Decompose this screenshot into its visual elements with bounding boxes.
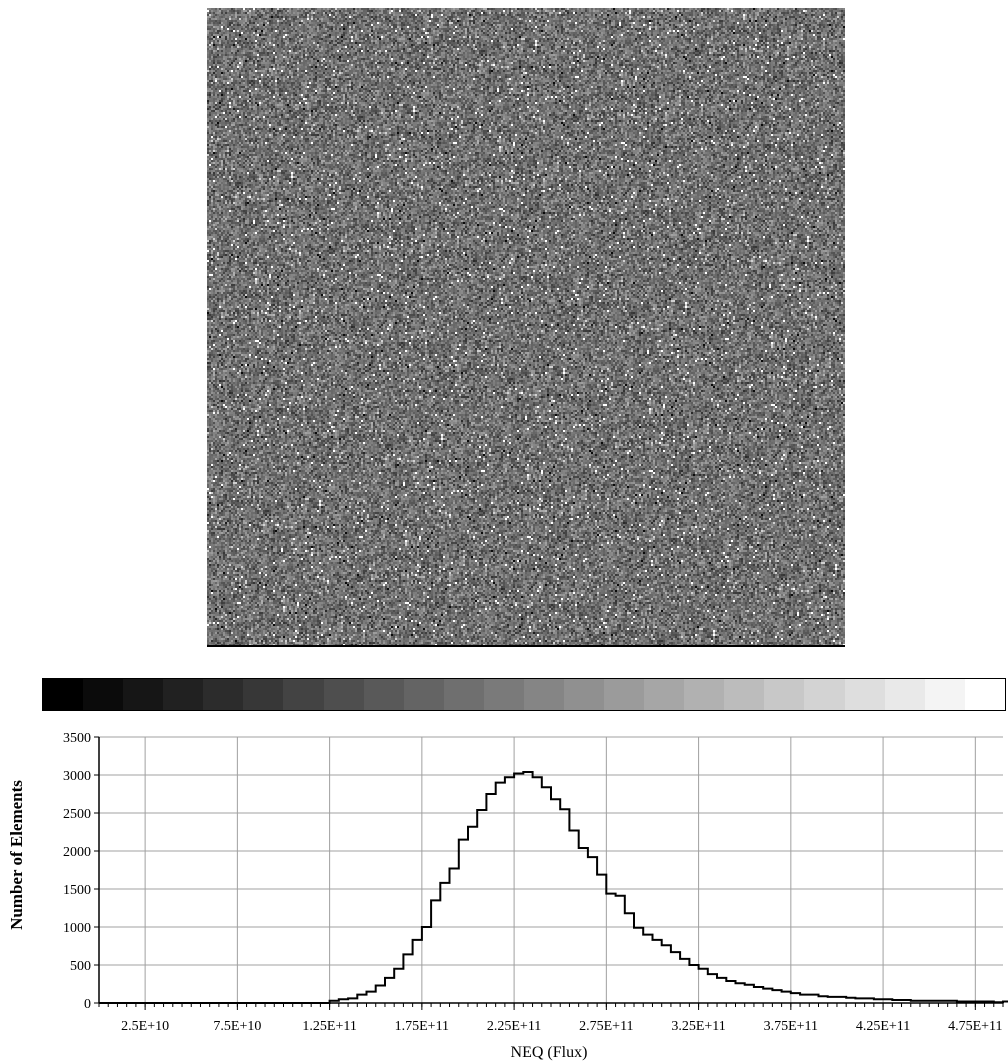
colorbar-segment <box>884 679 925 710</box>
y-tick-label: 2500 <box>63 807 91 822</box>
histogram-series <box>99 771 1008 1004</box>
x-tick-label: 4.25E+11 <box>856 1019 910 1034</box>
x-tick-label: 4.75E+11 <box>948 1019 1002 1034</box>
gridlines <box>99 736 1003 1003</box>
colorbar-segment <box>363 679 404 710</box>
colorbar-segment <box>323 679 364 710</box>
colorbar-segment <box>764 679 805 710</box>
colorbar-segment <box>163 679 204 710</box>
x-tick-label: 2.5E+10 <box>121 1019 169 1034</box>
colorbar-segment <box>844 679 885 710</box>
x-tick-labels: 2.5E+10 7.5E+10 1.25E+11 1.75E+11 2.25E+11 2.… <box>121 1019 1002 1034</box>
y-tick-label: 1500 <box>63 883 91 898</box>
colorbar-segment <box>684 679 725 710</box>
colorbar-segment <box>804 679 845 710</box>
y-tick-labels: 0 500 1000 1500 2000 2500 3000 3500 <box>63 731 91 1012</box>
x-axis-label: NEQ (Flux) <box>511 1044 588 1061</box>
y-tick-label: 2000 <box>63 845 91 860</box>
x-tick-label: 2.25E+11 <box>487 1019 541 1034</box>
y-tick-label: 1000 <box>63 921 91 936</box>
colorbar-segment <box>123 679 164 710</box>
noise-canvas <box>207 8 845 646</box>
colorbar-segment <box>604 679 645 710</box>
colorbar-segment <box>523 679 565 710</box>
y-tick-label: 0 <box>84 997 91 1012</box>
x-tick-label: 1.25E+11 <box>302 1019 356 1034</box>
x-tick-label: 3.75E+11 <box>764 1019 818 1034</box>
histogram-chart: 0 500 1000 1500 2000 2500 3000 3500 2.5E+10 7.5E… <box>0 725 1008 1063</box>
colorbar-segment <box>203 679 244 710</box>
colorbar-segment <box>403 679 444 710</box>
colorbar-segment <box>443 679 484 710</box>
histogram-svg: 0 500 1000 1500 2000 2500 3000 3500 2.5E+10 7.5E… <box>7 731 1008 1061</box>
x-tick-label: 2.75E+11 <box>579 1019 633 1034</box>
y-tick-label: 500 <box>70 959 91 974</box>
x-tick-label: 3.25E+11 <box>671 1019 725 1034</box>
y-tick-label: 3000 <box>63 769 91 784</box>
colorbar-segment <box>964 679 1005 710</box>
image-border <box>207 645 845 647</box>
noise-image <box>207 8 845 646</box>
x-tick-label: 7.5E+10 <box>213 1019 261 1034</box>
colorbar-segment <box>243 679 284 710</box>
y-tick-label: 3500 <box>63 731 91 746</box>
x-tick-label: 1.75E+11 <box>395 1019 449 1034</box>
axes <box>94 736 1004 1010</box>
colorbar-segment <box>924 679 965 710</box>
colorbar-segment <box>564 679 605 710</box>
grayscale-colorbar <box>42 678 1006 711</box>
colorbar-segment <box>43 679 84 710</box>
colorbar-segment <box>83 679 124 710</box>
colorbar-segment <box>644 679 685 710</box>
colorbar-segment <box>283 679 324 710</box>
colorbar-segment <box>724 679 765 710</box>
y-axis-label: Number of Elements <box>7 780 26 930</box>
colorbar-segment <box>483 679 524 710</box>
